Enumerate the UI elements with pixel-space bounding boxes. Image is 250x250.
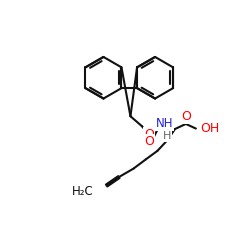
Text: O: O	[144, 135, 154, 148]
Text: H₂C: H₂C	[72, 185, 94, 198]
Text: OH: OH	[200, 122, 220, 135]
Text: O: O	[181, 110, 191, 123]
Text: NH: NH	[156, 118, 173, 130]
Text: H: H	[163, 131, 172, 141]
Text: O: O	[144, 128, 154, 141]
